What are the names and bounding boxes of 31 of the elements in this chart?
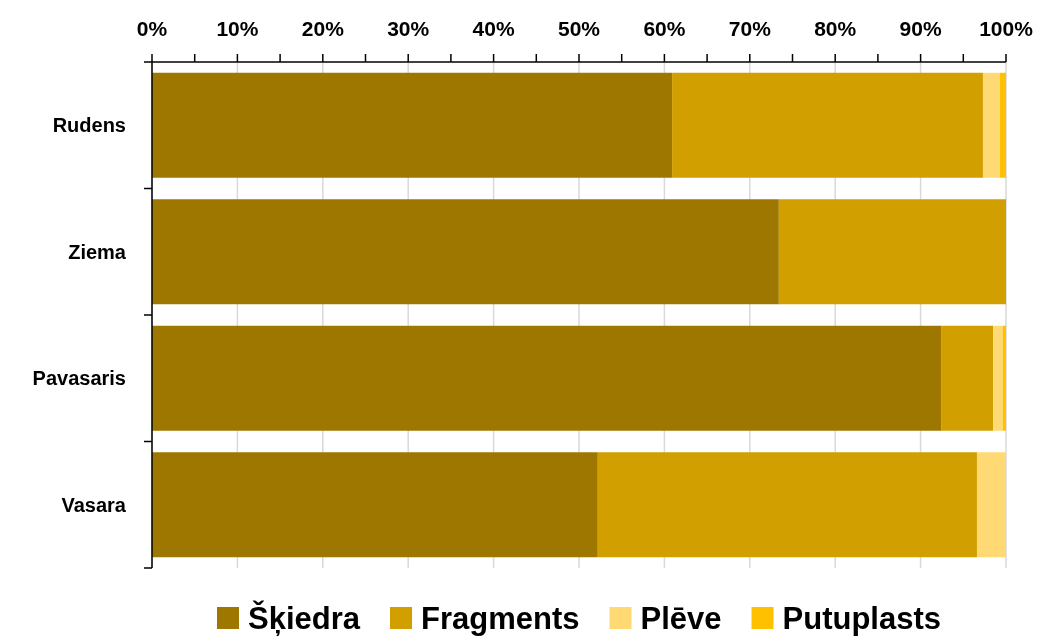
legend-label: Plēve <box>640 601 722 637</box>
x-tick-label: 90% <box>899 16 942 40</box>
x-tick-label: 50% <box>557 16 601 40</box>
legend-label: Fragments <box>421 601 580 637</box>
bar <box>672 72 983 178</box>
bar <box>152 72 673 178</box>
bar <box>152 325 942 431</box>
bar <box>976 452 1006 558</box>
y-tick-label: Vasara <box>61 493 127 516</box>
x-tick-label: 30% <box>387 16 430 40</box>
x-tick-label: 20% <box>301 16 345 40</box>
bar <box>1000 72 1006 178</box>
x-tick-label: 40% <box>472 16 515 40</box>
legend-label: Putuplasts <box>782 601 941 637</box>
x-tick-label: 70% <box>728 16 772 40</box>
bar <box>152 199 779 305</box>
bar <box>993 325 1003 431</box>
bar <box>982 72 1001 178</box>
x-tick-label: 100% <box>979 16 1034 40</box>
x-tick-label: 60% <box>643 16 686 40</box>
bar <box>941 325 994 431</box>
y-tick-label: Pavasaris <box>32 367 126 390</box>
y-tick-label: Rudens <box>52 114 126 137</box>
y-tick-label: Ziema <box>68 240 127 263</box>
bar <box>597 452 977 558</box>
x-tick-label: 10% <box>216 16 259 40</box>
x-tick-label: 0% <box>136 16 168 40</box>
legend-label: Šķiedra <box>248 600 361 637</box>
bar <box>778 199 1006 305</box>
x-tick-label: 80% <box>814 16 857 40</box>
bar <box>152 452 598 558</box>
